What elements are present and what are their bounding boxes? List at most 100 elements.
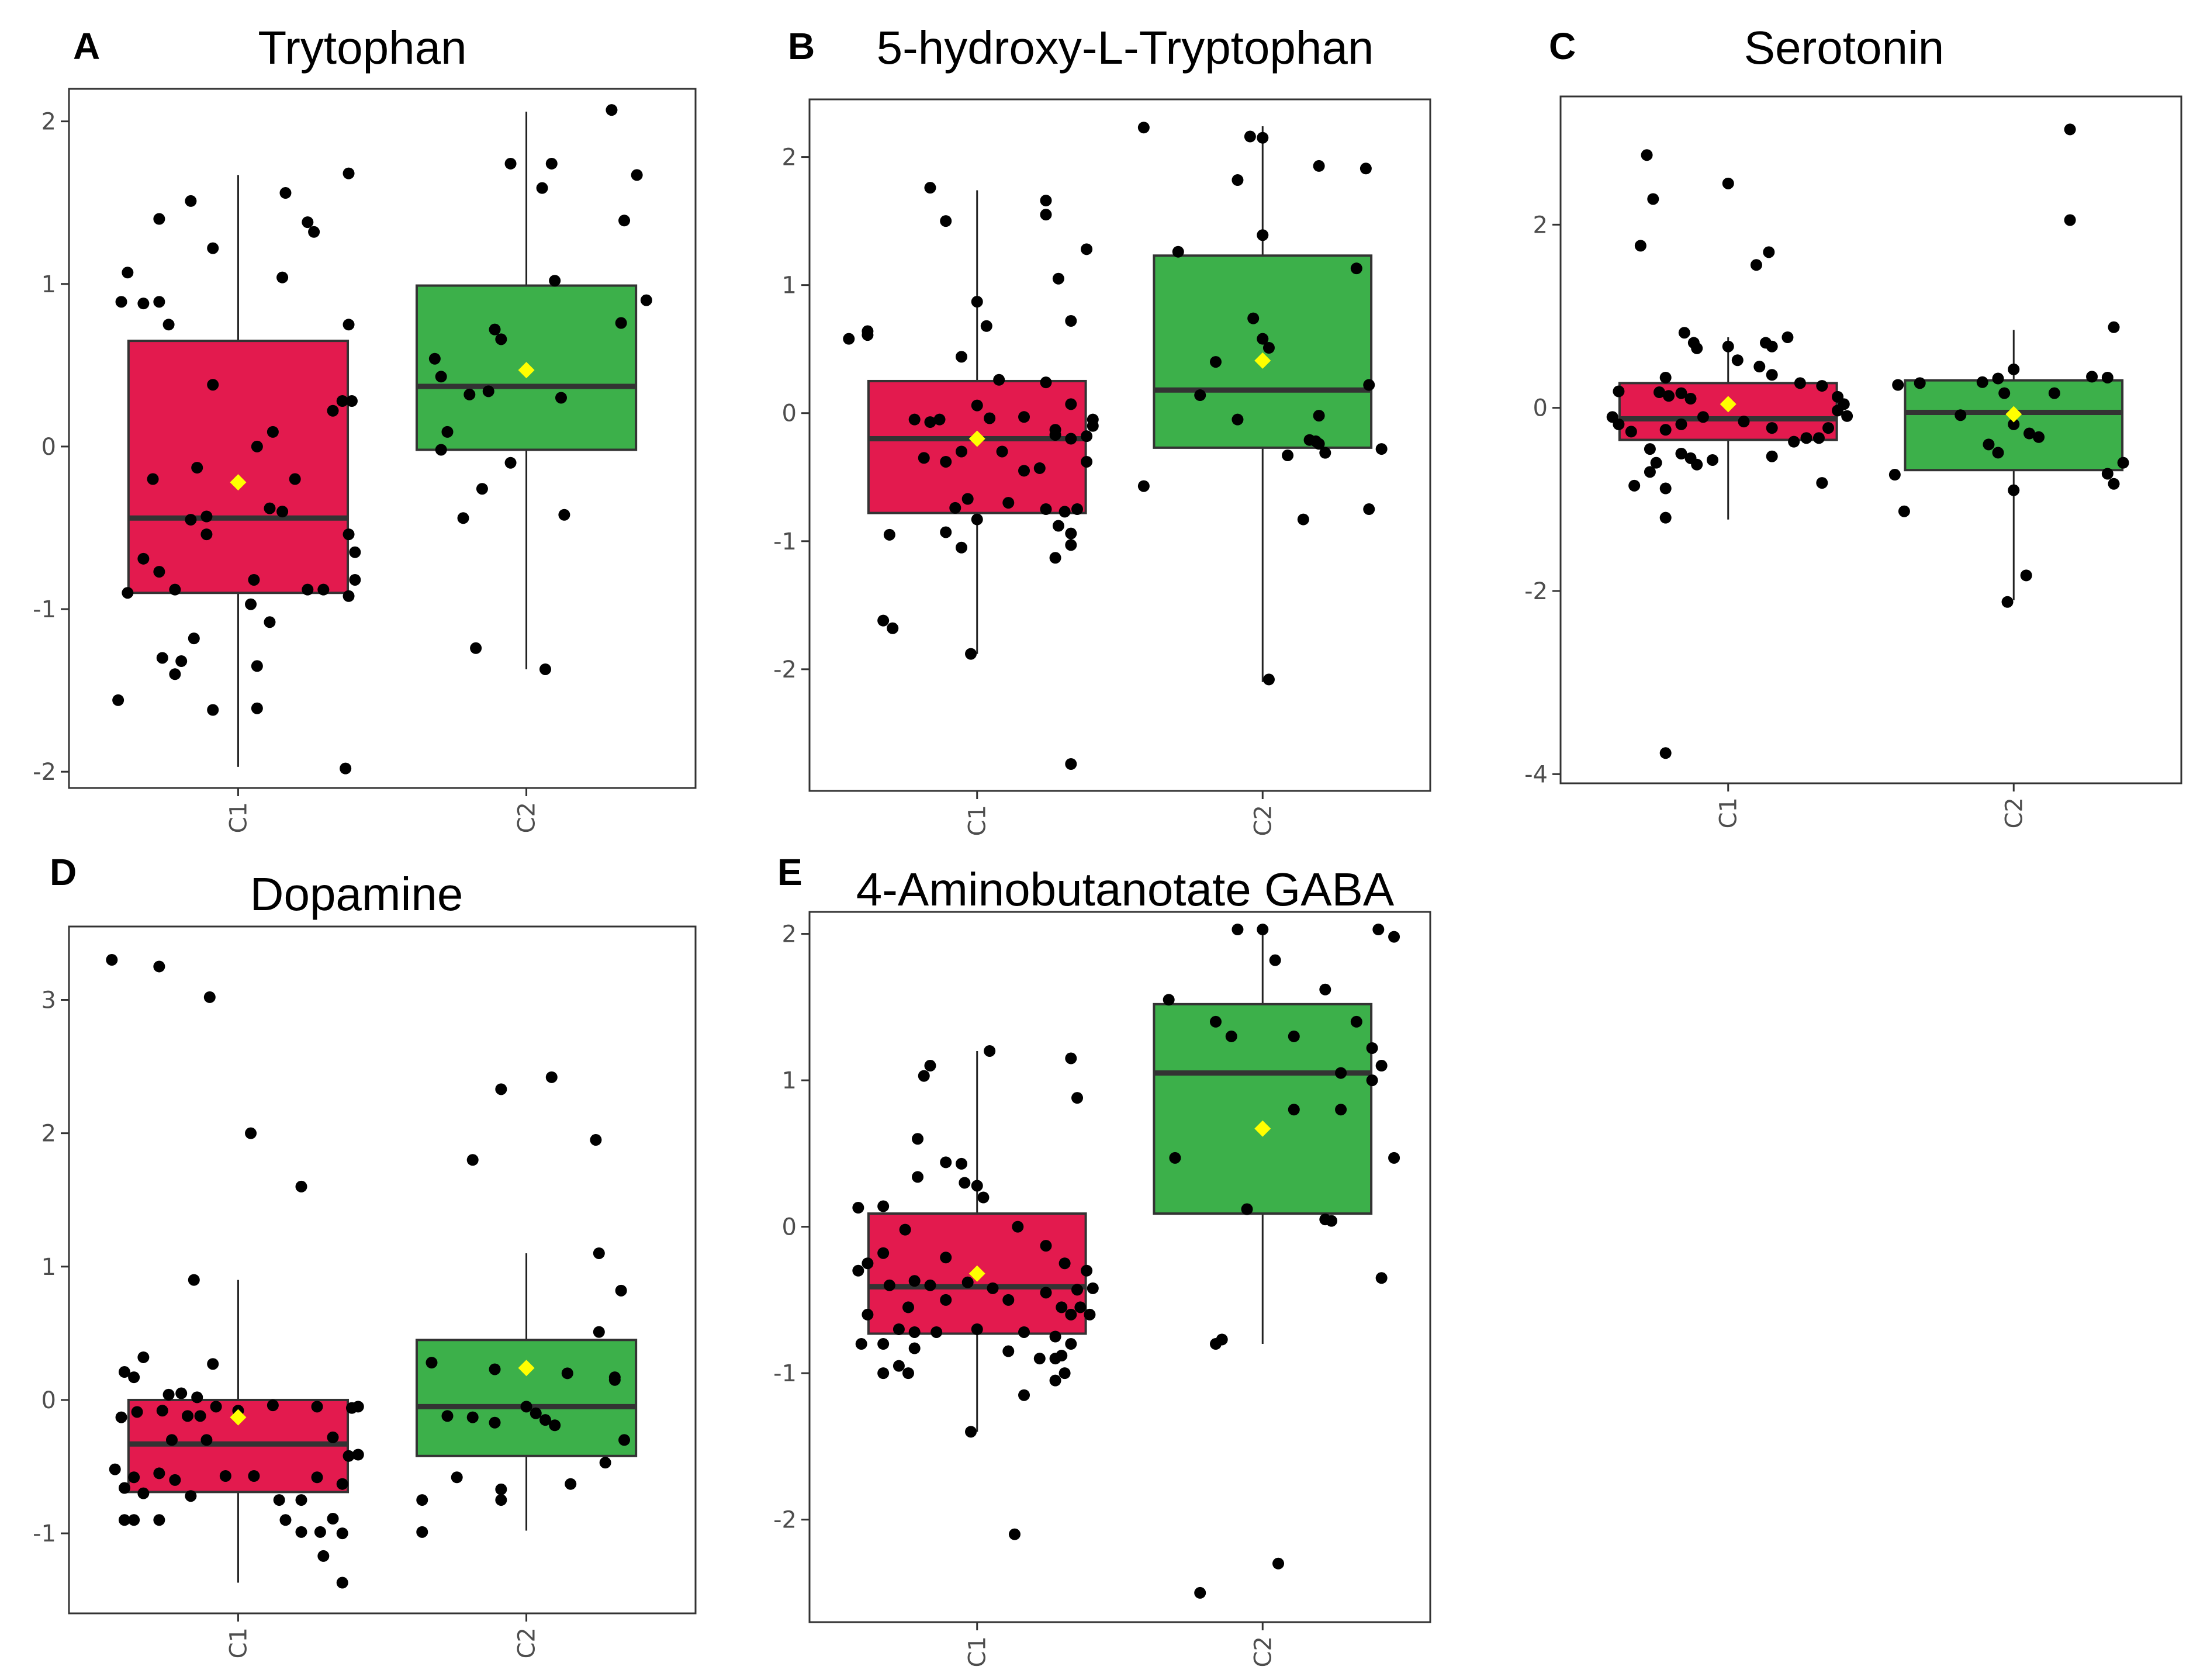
data-point-C1 [908, 1275, 921, 1287]
data-point-C1 [340, 762, 352, 775]
y-tick-label: 1 [41, 1254, 56, 1281]
x-tick-label: C1 [225, 1627, 252, 1658]
data-point-C1 [165, 1434, 178, 1446]
data-point-C1 [118, 1366, 130, 1378]
mean-marker-C1 [230, 474, 247, 491]
data-point-C1 [185, 195, 197, 207]
y-tick-label: 2 [41, 109, 56, 136]
data-point-C1 [245, 1127, 257, 1139]
data-point-C1 [248, 573, 260, 586]
data-point-C1 [1040, 376, 1052, 389]
data-point-C1 [1659, 371, 1672, 383]
data-point-C1 [302, 216, 314, 229]
data-point-C1 [207, 242, 219, 254]
data-point-C1 [1081, 430, 1093, 443]
panel-d-title: Dopamine [250, 868, 463, 920]
data-point-C1 [1040, 1240, 1052, 1252]
data-point-C2 [1313, 160, 1325, 172]
data-point-C1 [175, 655, 188, 668]
data-point-C2 [1269, 954, 1281, 966]
data-point-C1 [1650, 457, 1662, 469]
data-point-C1 [1008, 1528, 1021, 1540]
data-point-C1 [955, 445, 967, 458]
y-tick-label: 0 [41, 1387, 56, 1414]
data-point-C1 [1782, 331, 1794, 344]
panel-c-title: Serotonin [1744, 22, 1945, 74]
data-point-C1 [191, 462, 203, 474]
data-point-C1 [877, 1247, 890, 1259]
x-tick-label: C1 [225, 802, 252, 833]
data-point-C1 [933, 413, 946, 426]
data-point-C1 [961, 493, 974, 505]
mean-marker-C2 [2005, 406, 2022, 423]
data-point-C2 [539, 663, 551, 675]
data-point-C1 [200, 528, 213, 541]
data-point-C2 [2101, 371, 2113, 383]
y-tick-label: -4 [1524, 761, 1548, 788]
data-point-C2 [495, 1083, 507, 1095]
data-point-C1 [1018, 411, 1030, 423]
data-point-C1 [302, 583, 314, 596]
data-point-C1 [924, 416, 936, 428]
mean-marker-C1 [968, 1265, 985, 1282]
data-point-C2 [2064, 214, 2076, 226]
data-point-C1 [1065, 1052, 1077, 1064]
data-point-C1 [112, 694, 124, 706]
data-point-C1 [153, 566, 165, 578]
data-point-C2 [1257, 132, 1269, 144]
data-point-C2 [2108, 321, 2120, 333]
data-point-C2 [463, 388, 476, 400]
y-tick-label: -1 [773, 528, 797, 555]
data-point-C2 [1363, 503, 1375, 516]
data-point-C2 [590, 1134, 602, 1146]
data-point-C1 [295, 1526, 307, 1538]
data-point-C1 [169, 668, 181, 680]
data-point-C2 [615, 317, 627, 329]
data-point-C1 [162, 319, 175, 331]
data-point-C1 [1040, 1287, 1052, 1299]
data-point-C1 [1065, 398, 1077, 410]
data-point-C1 [1750, 259, 1762, 271]
y-tick-label: 1 [782, 272, 797, 299]
data-point-C1 [1018, 465, 1030, 477]
data-point-C2 [1194, 389, 1206, 402]
data-point-C1 [169, 1474, 181, 1486]
x-tick-label: C2 [2001, 797, 2028, 828]
data-point-C1 [311, 1401, 323, 1413]
data-point-C1 [1049, 552, 1061, 564]
data-point-C1 [343, 167, 355, 179]
data-point-C1 [131, 1406, 143, 1418]
data-point-C1 [267, 1399, 279, 1412]
data-point-C1 [1056, 1350, 1068, 1362]
data-point-C2 [618, 215, 631, 227]
data-point-C1 [1678, 327, 1690, 339]
data-point-C1 [210, 1401, 222, 1413]
data-point-C2 [482, 385, 494, 397]
data-point-C2 [530, 1407, 542, 1419]
data-point-C1 [1684, 393, 1697, 405]
data-point-C1 [156, 1405, 168, 1417]
data-point-C1 [940, 1156, 952, 1169]
data-point-C1 [1040, 503, 1052, 516]
data-point-C2 [495, 1483, 507, 1495]
data-point-C1 [147, 473, 159, 485]
data-point-C2 [1257, 924, 1269, 936]
data-point-C2 [2064, 123, 2076, 136]
data-point-C1 [273, 1494, 285, 1506]
data-point-C2 [539, 1414, 551, 1426]
data-point-C1 [276, 271, 289, 284]
data-point-C2 [466, 1411, 479, 1423]
data-point-C2 [565, 1478, 577, 1490]
data-point-C1 [1647, 193, 1659, 205]
data-point-C1 [137, 1487, 150, 1499]
plot-frame-4 [808, 911, 1431, 1623]
data-point-C1 [1644, 443, 1656, 455]
data-point-C1 [1071, 1092, 1084, 1104]
box-C2 [415, 284, 638, 451]
data-point-C1 [185, 1490, 197, 1502]
data-point-C1 [194, 1410, 206, 1422]
x-tick-label: C2 [514, 802, 541, 833]
data-point-C1 [251, 440, 263, 452]
data-point-C2 [558, 509, 570, 521]
data-point-C1 [1691, 458, 1703, 471]
